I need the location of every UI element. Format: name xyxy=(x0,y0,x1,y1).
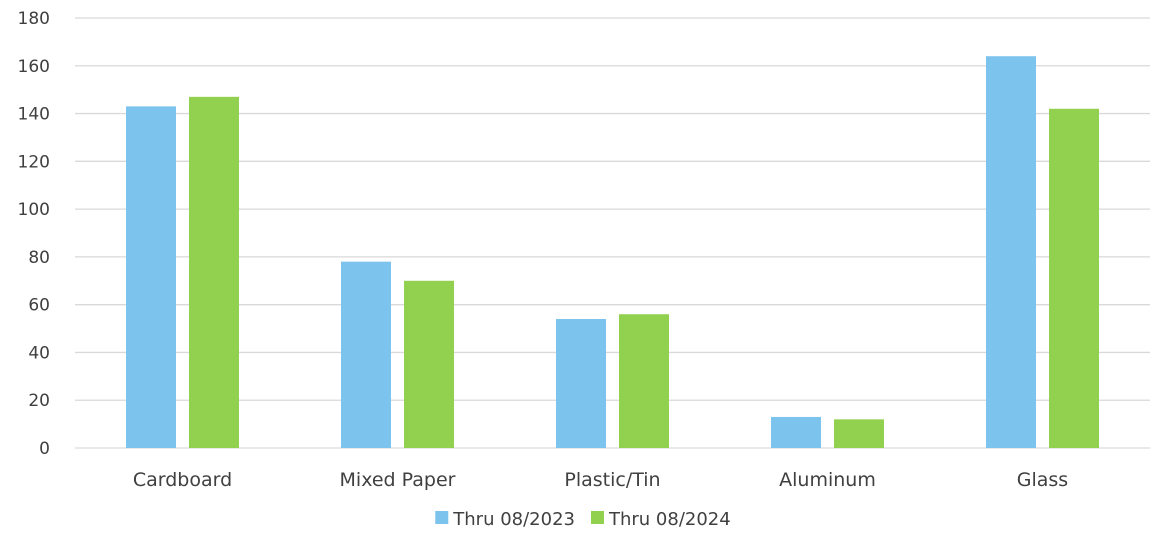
x-category-label: Cardboard xyxy=(133,469,232,491)
y-tick-label: 40 xyxy=(28,343,50,363)
legend: Thru 08/2023 Thru 08/2024 xyxy=(435,509,731,530)
bar-plastic-tin-series-1 xyxy=(556,319,606,448)
bar-aluminum-series-2 xyxy=(834,419,884,448)
y-tick-label: 60 xyxy=(28,296,50,316)
legend-swatch xyxy=(435,511,449,524)
y-tick-label: 80 xyxy=(28,248,50,268)
bar-cardboard-series-2 xyxy=(189,96,239,448)
bar-mixed-paper-series-2 xyxy=(404,280,454,448)
y-tick-label: 140 xyxy=(18,105,50,125)
bar-aluminum-series-1 xyxy=(771,416,821,448)
legend-label: Thru 08/2023 xyxy=(452,509,575,530)
y-tick-label: 0 xyxy=(39,439,50,459)
y-tick-label: 20 xyxy=(28,391,50,411)
y-tick-label: 160 xyxy=(18,57,50,77)
x-category-label: Aluminum xyxy=(779,469,876,491)
bar-mixed-paper-series-1 xyxy=(341,261,391,448)
bars xyxy=(126,56,1099,449)
y-tick-label: 120 xyxy=(18,152,50,172)
y-axis-ticks: 0 20 40 60 80 100 120 140 160 180 xyxy=(18,9,50,459)
bar-glass-series-1 xyxy=(986,56,1036,448)
x-axis-categories: Cardboard Mixed Paper Plastic/Tin Aluminum G… xyxy=(133,469,1068,491)
bar-plastic-tin-series-2 xyxy=(619,314,669,448)
y-tick-label: 180 xyxy=(18,9,50,29)
x-category-label: Mixed Paper xyxy=(340,469,456,491)
y-tick-label: 100 xyxy=(18,200,50,220)
x-category-label: Glass xyxy=(1017,469,1068,491)
gridlines xyxy=(75,17,1150,449)
x-category-label: Plastic/Tin xyxy=(564,469,660,491)
legend-label: Thru 08/2024 xyxy=(608,509,731,530)
bar-glass-series-2 xyxy=(1049,108,1099,449)
legend-swatch xyxy=(591,511,604,524)
bar-cardboard-series-1 xyxy=(126,106,176,448)
